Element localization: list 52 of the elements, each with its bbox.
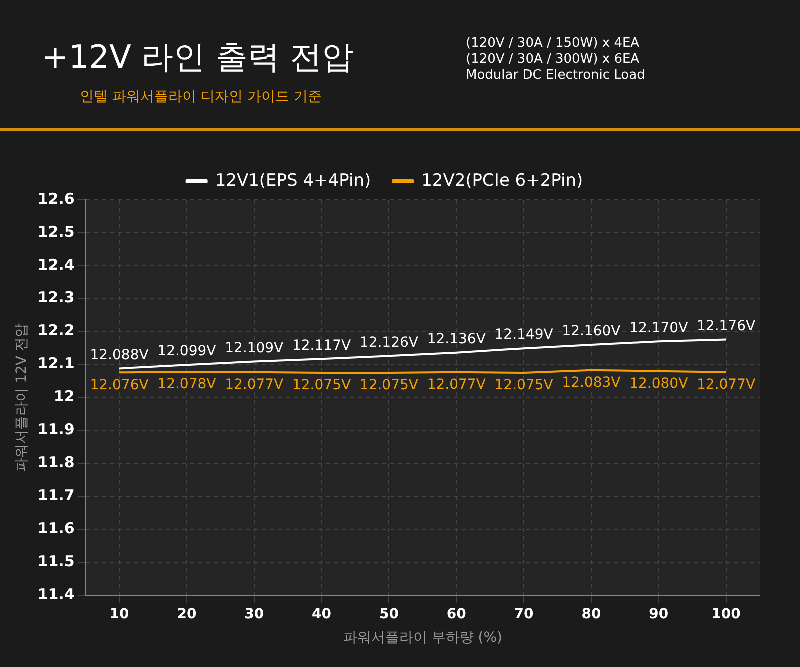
data-label: 12.080V [630, 376, 689, 392]
data-label: 12.176V [697, 318, 756, 334]
y-axis-title: 파워서플라이 12V 전압 [14, 324, 30, 472]
data-label: 12.075V [360, 378, 419, 394]
y-tick-label: 12.2 [38, 322, 75, 340]
chart-subtitle: 인텔 파워서플라이 디자인 가이드 기준 [80, 88, 322, 106]
data-label: 12.109V [225, 340, 284, 356]
text: (120V / 30A / 300W) x 6EA [466, 52, 641, 68]
y-tick-label: 11.4 [38, 585, 75, 604]
data-label: 12.136V [427, 332, 486, 348]
data-label: 12.077V [225, 376, 284, 393]
text: Modular DC Electronic Load [466, 68, 646, 84]
y-tick-label: 12.5 [38, 222, 75, 241]
x-tick-label: 100 [712, 606, 742, 622]
data-label: 12.075V [494, 378, 554, 394]
y-tick-label: 12.1 [38, 354, 75, 373]
data-label: 12.076V [90, 377, 150, 394]
y-tick-label: 12.4 [38, 256, 75, 274]
y-tick-label: 12.3 [38, 288, 75, 307]
data-label: 12.083V [562, 374, 622, 391]
y-tick-label: 12 [54, 388, 75, 406]
x-tick-label: 60 [446, 606, 467, 622]
data-label: 12.126V [360, 334, 419, 351]
x-tick-label: 70 [514, 606, 534, 622]
data-label: 12.170V [630, 320, 689, 336]
y-tick-label: 11.7 [38, 486, 75, 504]
x-tick-label: 90 [649, 606, 669, 622]
data-label: 12.077V [697, 376, 756, 393]
data-label: 12.078V [158, 376, 217, 393]
text: (120V / 30A / 150W) x 4EA [466, 36, 641, 52]
y-tick-label: 11.5 [38, 552, 75, 570]
data-label: 12.088V [90, 347, 150, 364]
x-tick-label: 50 [379, 606, 400, 622]
x-tick-label: 30 [244, 606, 264, 622]
data-label: 12.149V [494, 327, 554, 344]
data-label: 12.099V [158, 344, 217, 360]
x-tick-label: 80 [582, 606, 602, 622]
y-tick-label: 12.6 [38, 190, 75, 208]
y-tick-label: 11.6 [38, 519, 75, 538]
data-label: 12.160V [562, 324, 622, 340]
x-axis-title: 파워서플라이 부하량 (%) [343, 630, 502, 646]
y-tick-label: 11.8 [38, 453, 75, 472]
data-label: 12.077V [427, 376, 486, 393]
x-tick-label: 40 [312, 606, 332, 622]
chart-title: +12V 라인 출력 전압 [42, 37, 354, 78]
x-tick-label: 10 [110, 606, 130, 622]
y-tick-label: 11.9 [38, 420, 75, 439]
x-tick-label: 20 [177, 606, 197, 622]
legend-label: 12V1(EPS 4+4Pin) [215, 170, 372, 191]
legend-label: 12V2(PCIe 6+2Pin) [422, 170, 584, 191]
data-label: 12.075V [292, 378, 352, 394]
data-label: 12.117V [292, 338, 352, 354]
